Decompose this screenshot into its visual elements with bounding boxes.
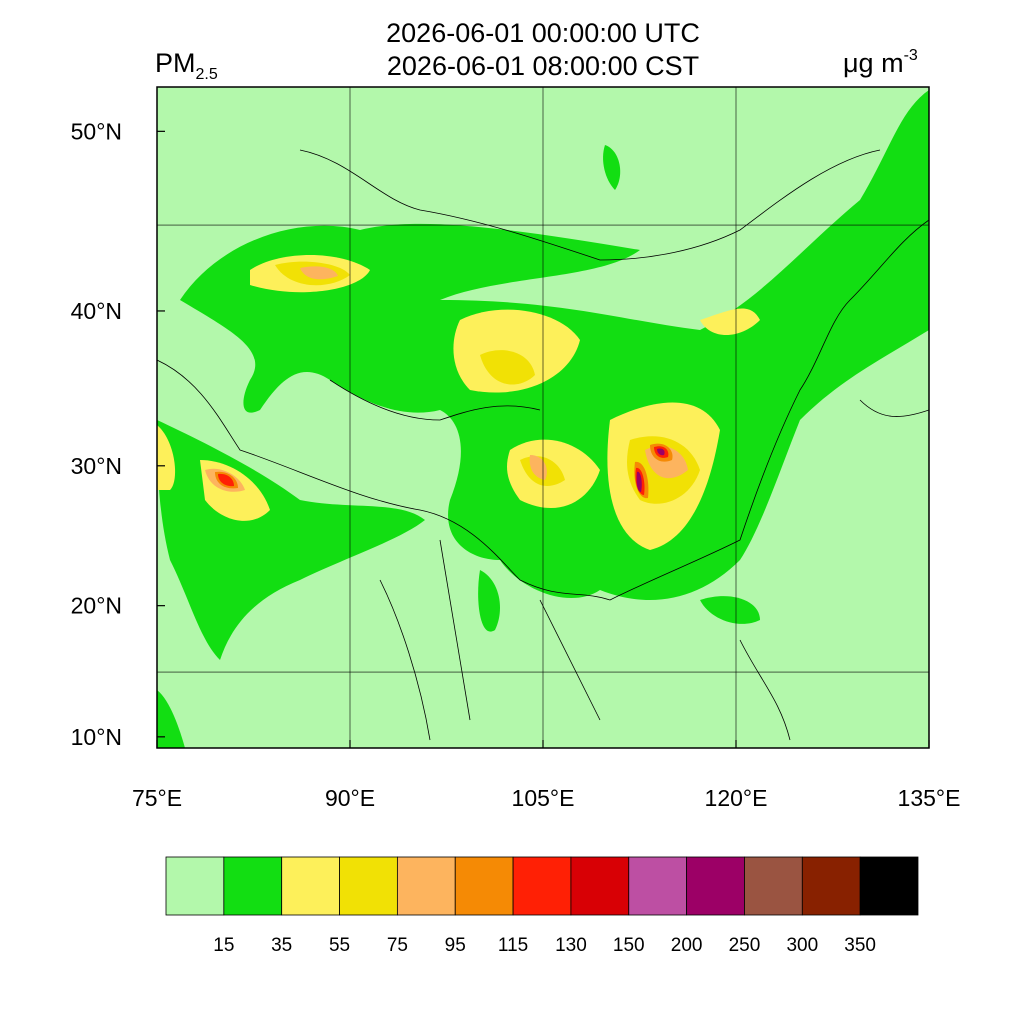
variable-main: PM [155, 48, 196, 78]
x-tick-label: 105°E [512, 785, 575, 811]
colorbar-label: 55 [329, 935, 350, 956]
y-tick-label: 10°N [71, 724, 122, 750]
x-tick-label: 75°E [132, 785, 182, 811]
title-utc: 2026-06-01 00:00:00 UTC [386, 18, 700, 48]
colorbar-label: 250 [729, 935, 761, 956]
unit-main: μg m [843, 48, 904, 78]
colorbar-label: 200 [671, 935, 703, 956]
y-tick-label: 50°N [71, 118, 122, 144]
colorbar-label: 35 [271, 935, 292, 956]
colorbar-label: 150 [613, 935, 645, 956]
colorbar-swatch [859, 856, 919, 916]
colorbar-swatch [339, 856, 398, 916]
colorbar-label: 15 [213, 935, 234, 956]
borders [157, 149, 929, 741]
colorbar: 15 35 55 75 95 115 130 150 200 250 300 350 [165, 856, 919, 956]
x-tick-label: 90°E [325, 785, 375, 811]
colorbar-label: 115 [498, 935, 528, 956]
colorbar-swatch [628, 856, 688, 916]
variable-sub: 2.5 [196, 66, 218, 83]
colorbar-swatch [744, 856, 803, 916]
colorbar-swatch [396, 856, 456, 916]
y-tick-label: 20°N [71, 593, 122, 619]
colorbar-label: 350 [844, 935, 876, 956]
colorbar-label: 300 [786, 935, 818, 956]
colorbar-swatch [281, 856, 340, 916]
level-200-250 [636, 448, 665, 492]
colorbar-swatch [454, 856, 514, 916]
y-tick-label: 30°N [71, 453, 122, 479]
x-tick-label: 135°E [898, 785, 961, 811]
y-tick-label: 40°N [71, 298, 122, 324]
graticule [157, 87, 929, 748]
unit-sup: -3 [904, 47, 918, 64]
colorbar-swatch [686, 856, 745, 916]
variable-label: PM2.5 [155, 48, 218, 83]
colorbar-swatch [570, 856, 630, 916]
colorbar-swatch [223, 856, 283, 916]
map-field [157, 87, 929, 748]
colorbar-swatch [165, 856, 225, 916]
colorbar-swatch [801, 856, 861, 916]
title-cst: 2026-06-01 08:00:00 CST [387, 51, 699, 81]
axis-ticks: 75°E 90°E 105°E 120°E 135°E 10°N 20°N 30°N 40°N 5… [71, 118, 961, 811]
colorbar-label: 95 [445, 935, 466, 956]
unit-label: μg m-3 [843, 47, 918, 78]
colorbar-swatch [512, 856, 572, 916]
colorbar-label: 75 [387, 935, 408, 956]
x-tick-label: 120°E [705, 785, 768, 811]
colorbar-label: 130 [555, 935, 587, 956]
